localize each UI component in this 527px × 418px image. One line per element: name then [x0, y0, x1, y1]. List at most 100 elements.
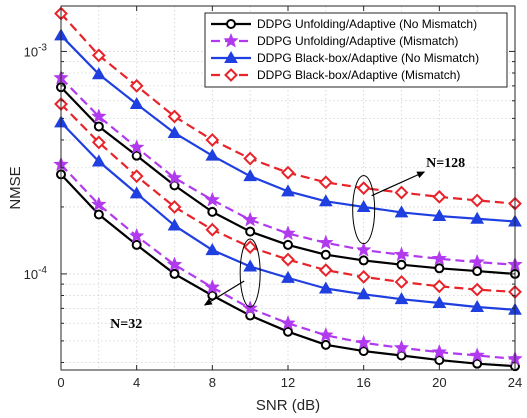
- data-point: [205, 222, 220, 237]
- data-point: [91, 135, 106, 150]
- data-point: [280, 225, 296, 241]
- data-point: [318, 263, 333, 278]
- data-point: [131, 150, 142, 161]
- data-point: [128, 139, 145, 155]
- series-layer: [53, 6, 523, 372]
- data-point: [469, 253, 485, 269]
- data-point: [394, 275, 409, 289]
- data-point: [128, 227, 145, 243]
- data-point: [318, 234, 334, 250]
- data-point: [93, 121, 104, 132]
- data-point: [393, 339, 410, 355]
- data-point: [469, 347, 485, 363]
- data-point: [470, 211, 485, 224]
- x-tick-label: 0: [57, 375, 64, 390]
- data-point: [91, 67, 106, 80]
- data-point: [470, 193, 485, 208]
- data-point: [205, 243, 220, 256]
- data-point: [394, 205, 409, 218]
- data-point: [129, 97, 144, 110]
- series-3: [54, 28, 522, 315]
- data-point: [432, 189, 447, 204]
- annotation-label: N=128: [426, 156, 465, 171]
- data-point: [242, 211, 258, 227]
- data-point: [167, 125, 182, 138]
- legend-marker: [226, 19, 236, 29]
- data-point: [358, 255, 369, 266]
- data-point: [129, 169, 144, 184]
- x-axis-label: SNR (dB): [256, 397, 320, 414]
- data-point: [167, 218, 182, 231]
- data-point: [281, 184, 295, 197]
- data-point: [166, 256, 183, 272]
- legend-marker: [224, 68, 238, 82]
- data-point: [396, 259, 407, 270]
- y-tick-label: 10-3: [24, 42, 48, 59]
- data-point: [243, 169, 258, 182]
- data-point: [470, 282, 485, 297]
- data-point: [91, 108, 107, 124]
- y-tick-label: 10-4: [24, 265, 48, 282]
- data-point: [356, 199, 371, 212]
- data-point: [432, 279, 447, 294]
- legend: DDPG Unfolding/Adaptive (No Mismatch) DDP…: [204, 12, 508, 88]
- data-point: [243, 259, 258, 272]
- annotation-label: N=32: [110, 317, 142, 332]
- annotation-layer: N=128 N=32: [110, 156, 465, 332]
- data-point: [242, 300, 258, 316]
- annotation-arrow: [203, 280, 245, 306]
- series-2: [53, 69, 523, 366]
- data-point: [281, 252, 295, 267]
- tick-layer: 0 4 8 12 16 20 24 10-4 10-3: [24, 6, 522, 390]
- data-point: [434, 355, 445, 366]
- data-point: [91, 196, 107, 212]
- data-point: [204, 191, 221, 207]
- data-point: [318, 194, 333, 207]
- data-point: [472, 358, 483, 369]
- data-point: [356, 181, 371, 196]
- legend-label: DDPG Black-box/Adaptive (Mismatch): [257, 68, 460, 82]
- annotation-ellipse: [352, 175, 376, 245]
- legend-label: DDPG Black-box/Adaptive (No Mismatch): [257, 51, 479, 65]
- data-point: [207, 206, 218, 217]
- data-point: [394, 292, 409, 305]
- data-point: [396, 350, 407, 361]
- data-point: [91, 48, 106, 63]
- data-point: [205, 133, 220, 147]
- data-point: [204, 279, 221, 295]
- annotation-arrow: [371, 171, 426, 197]
- data-point: [91, 154, 106, 167]
- data-point: [318, 175, 333, 190]
- data-point: [169, 268, 180, 279]
- data-point: [166, 169, 183, 185]
- x-tick-label: 16: [356, 375, 370, 390]
- data-point: [167, 109, 182, 124]
- x-tick-label: 4: [133, 375, 140, 390]
- data-point: [281, 270, 295, 283]
- data-point: [358, 346, 369, 357]
- data-point: [283, 239, 293, 250]
- annotation-ellipse: [239, 238, 261, 308]
- data-point: [93, 209, 104, 220]
- data-point: [393, 246, 410, 262]
- x-tick-label: 24: [508, 375, 522, 390]
- legend-label: DDPG Unfolding/Adaptive (Mismatch): [257, 34, 458, 48]
- data-point: [281, 165, 295, 180]
- data-point: [355, 334, 372, 350]
- data-point: [434, 263, 445, 274]
- data-point: [243, 240, 258, 255]
- data-point: [356, 287, 371, 300]
- data-point: [129, 78, 144, 93]
- data-point: [243, 151, 258, 166]
- data-point: [394, 185, 409, 200]
- data-point: [355, 241, 372, 257]
- x-tick-label: 12: [281, 375, 295, 390]
- legend-marker: [223, 32, 239, 48]
- x-tick-label: 20: [432, 375, 446, 390]
- legend-marker: [224, 50, 238, 63]
- data-point: [205, 148, 220, 161]
- data-point: [431, 343, 448, 359]
- x-tick-label: 8: [209, 375, 216, 390]
- series-4: [54, 6, 522, 299]
